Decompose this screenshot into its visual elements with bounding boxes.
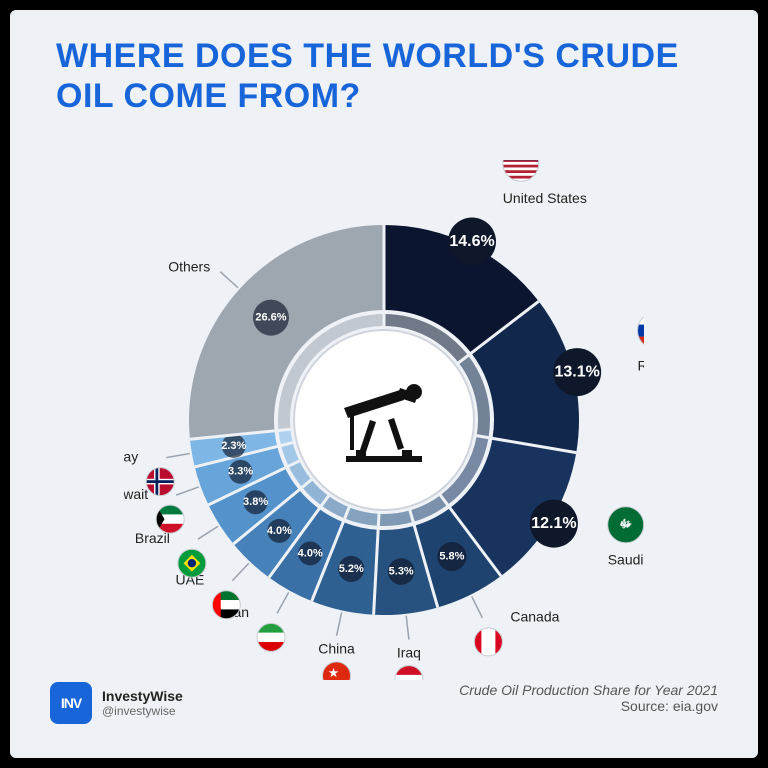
brand-handle: @investywise [102, 704, 183, 718]
svg-text:ﷻ: ﷻ [619, 518, 631, 531]
chart-subtitle: Crude Oil Production Share for Year 2021 [459, 682, 718, 698]
source-block: Crude Oil Production Share for Year 2021… [459, 682, 718, 714]
brand-block: INV InvestyWise @investywise [50, 682, 183, 724]
svg-text:Saudi Arabia: Saudi Arabia [608, 551, 644, 567]
svg-text:Iraq: Iraq [397, 644, 421, 660]
svg-text:United States: United States [503, 190, 587, 206]
svg-text:China: China [318, 641, 355, 657]
flag-iq [395, 666, 423, 680]
svg-text:Others: Others [168, 258, 210, 274]
chart-source: Source: eia.gov [459, 698, 718, 714]
donut-chart: 14.6% United States 13.1% Russia 12.1% ﷻ Saudi… [124, 160, 644, 680]
svg-text:Canada: Canada [510, 609, 559, 625]
svg-text:★: ★ [329, 668, 339, 680]
page-title: WHERE DOES THE WORLD'S CRUDE OIL COME FR… [56, 36, 712, 116]
svg-text:2.3%: 2.3% [221, 440, 246, 452]
svg-text:Russia: Russia [637, 357, 644, 373]
svg-text:5.2%: 5.2% [339, 563, 364, 575]
svg-text:4.0%: 4.0% [298, 547, 323, 559]
flag-us [503, 160, 539, 181]
svg-text:14.6%: 14.6% [449, 233, 494, 250]
center-disc [294, 330, 474, 510]
svg-text:5.8%: 5.8% [439, 550, 464, 562]
brand-name: InvestyWise [102, 688, 183, 704]
svg-text:3.8%: 3.8% [243, 496, 268, 508]
brand-text: InvestyWise @investywise [102, 688, 183, 718]
svg-text:12.1%: 12.1% [531, 515, 576, 532]
svg-text:4.0%: 4.0% [267, 525, 292, 537]
svg-text:26.6%: 26.6% [255, 312, 286, 324]
svg-text:13.1%: 13.1% [554, 363, 599, 380]
svg-text:5.3%: 5.3% [389, 565, 414, 577]
brand-logo: INV [50, 682, 92, 724]
svg-text:Kuwait: Kuwait [124, 486, 148, 502]
svg-text:❦: ❦ [484, 638, 493, 650]
svg-text:Norway: Norway [124, 448, 138, 464]
svg-text:3.3%: 3.3% [228, 466, 253, 478]
infographic-card: WHERE DOES THE WORLD'S CRUDE OIL COME FR… [10, 10, 758, 758]
